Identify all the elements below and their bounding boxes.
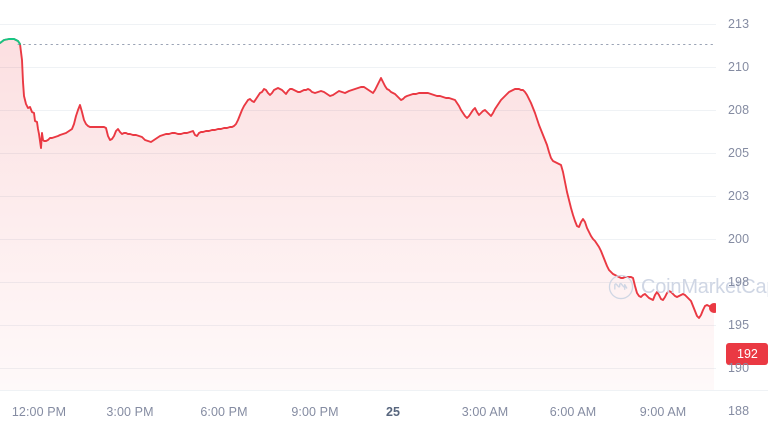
plot-area[interactable]: CoinMarketCap — [0, 0, 768, 390]
y-axis-label: 205 — [728, 146, 750, 160]
y-axis-label: 213 — [728, 17, 750, 31]
x-axis-label: 9:00 PM — [291, 405, 339, 419]
price-line-up-segment — [0, 38, 21, 45]
y-axis-label: 198 — [728, 275, 750, 289]
x-axis-label: 25 — [385, 405, 401, 419]
x-axis-label: 6:00 AM — [549, 405, 597, 419]
price-line-svg — [0, 24, 716, 390]
x-axis-label: 12:00 PM — [11, 405, 67, 419]
y-axis-label: 190 — [728, 361, 750, 375]
y-axis-label: 210 — [728, 60, 750, 74]
y-axis: 213 210 208 205 203 200 198 195 192 190 188 — [716, 0, 768, 418]
price-area-fill — [0, 39, 714, 390]
x-axis-label: 3:00 AM — [461, 405, 509, 419]
y-axis-label: 203 — [728, 189, 750, 203]
x-axis: 12:00 PM 3:00 PM 6:00 PM 9:00 PM 25 3:00 AM 6:… — [0, 390, 768, 429]
x-axis-label: 3:00 PM — [106, 405, 154, 419]
y-axis-label: 195 — [728, 318, 750, 332]
current-price-badge: 192 — [726, 343, 768, 365]
y-axis-label: 188 — [728, 404, 750, 418]
current-price-dot — [709, 303, 716, 313]
price-line — [0, 38, 715, 319]
x-axis-label: 6:00 PM — [200, 405, 248, 419]
y-axis-label: 208 — [728, 103, 750, 117]
x-axis-label: 9:00 AM — [639, 405, 687, 419]
y-axis-label: 200 — [728, 232, 750, 246]
